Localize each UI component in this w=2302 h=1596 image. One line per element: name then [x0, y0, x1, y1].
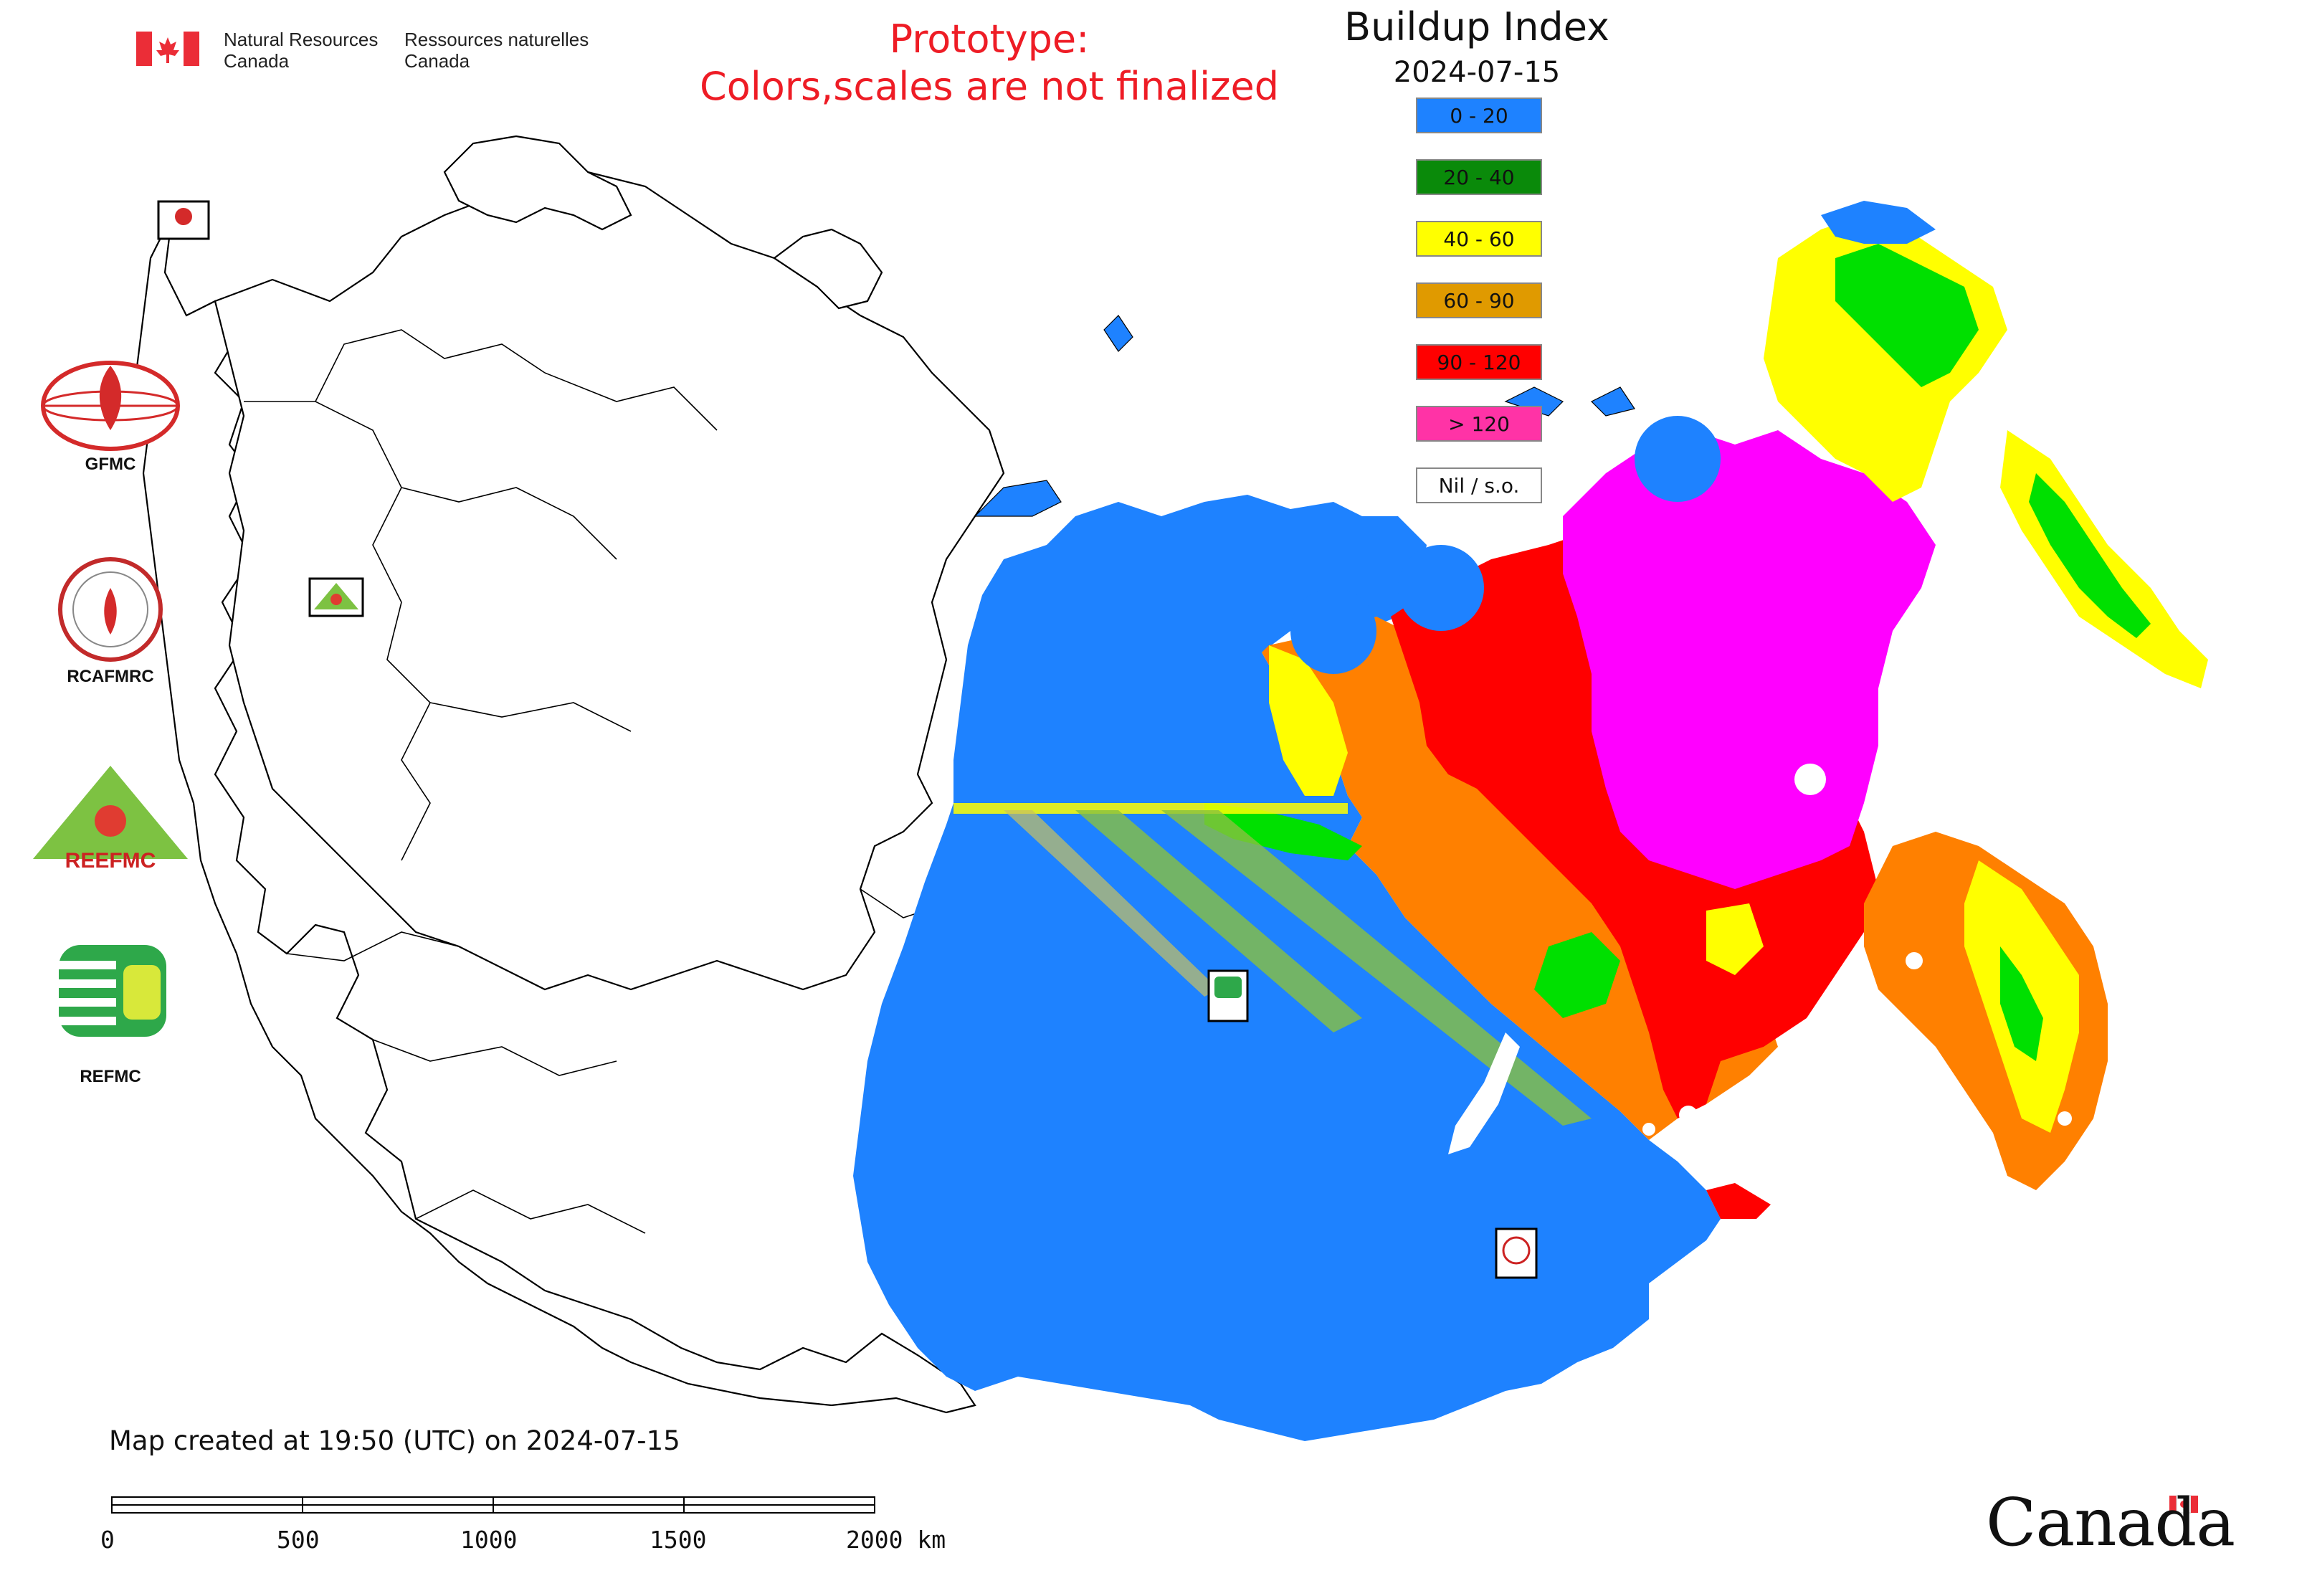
map-created-timestamp: Map created at 19:50 (UTC) on 2024-07-15 — [109, 1425, 680, 1456]
nrcan-english-name: Natural Resources Canada — [224, 29, 379, 72]
gfmc-label: GFMC — [85, 455, 136, 474]
legend-item-label: 40 - 60 — [1443, 227, 1515, 251]
scale-bar — [111, 1496, 875, 1514]
legend-item: 0 - 20 — [1416, 98, 1542, 133]
legend-item: 60 - 90 — [1416, 282, 1542, 318]
legend-item-label: Nil / s.o. — [1438, 473, 1520, 498]
legend-item: Nil / s.o. — [1416, 467, 1542, 503]
map-marker-gfmc[interactable] — [157, 200, 210, 240]
legend-item-label: 20 - 40 — [1443, 165, 1515, 189]
map-marker-refmc[interactable] — [1207, 969, 1249, 1022]
refmc-label: REFMC — [80, 1067, 141, 1086]
arctic-islands — [974, 315, 1635, 517]
canada-wordmark-flag-icon — [2169, 1495, 2198, 1514]
scale-tick-500: 500 — [277, 1526, 320, 1554]
prototype-notice-line1: Prototype: — [889, 16, 1090, 62]
prototype-notice: Prototype: Colors,scales are not finaliz… — [645, 16, 1333, 110]
legend-item: > 120 — [1416, 406, 1542, 442]
legend-item: 40 - 60 — [1416, 221, 1542, 257]
rcafmrc-label: RCAFMRC — [67, 667, 154, 686]
legend-item: 20 - 40 — [1416, 159, 1542, 195]
scale-tick-1500: 1500 — [650, 1526, 707, 1554]
map-title: Buildup Index — [1344, 4, 1609, 49]
reefmc-logo-icon: REEFMC — [33, 766, 188, 873]
legend-item: 90 - 120 — [1416, 344, 1542, 380]
map-marker-reefmc[interactable] — [308, 577, 364, 617]
reefmc-logo-text: REEFMC — [65, 849, 156, 873]
nrcan-french-name: Ressources naturelles Canada — [404, 29, 589, 72]
canada-wordmark: Canada — [1986, 1484, 2235, 1561]
gfmc-logo-icon — [41, 361, 180, 451]
legend-item-label: 0 - 20 — [1450, 103, 1508, 128]
rcafmrc-logo-icon — [58, 557, 163, 662]
prototype-notice-line2: Colors,scales are not finalized — [700, 64, 1279, 109]
map-marker-rcafmrc[interactable] — [1495, 1227, 1538, 1279]
bui-raster — [853, 201, 2208, 1441]
scale-tick-0: 0 — [100, 1526, 115, 1554]
nrcan-signature: Natural Resources Canada Ressources natu… — [136, 29, 591, 72]
scale-tick-1000: 1000 — [460, 1526, 518, 1554]
western-landmass-outline — [135, 135, 1005, 1414]
legend-item-label: > 120 — [1448, 412, 1510, 436]
scale-tick-2000: 2000 km — [846, 1526, 946, 1554]
refmc-logo-icon — [59, 945, 166, 1037]
canada-flag-icon — [136, 32, 199, 66]
map-date: 2024-07-15 — [1393, 56, 1561, 89]
legend-item-label: 60 - 90 — [1443, 288, 1515, 313]
legend-item-label: 90 - 120 — [1437, 350, 1521, 374]
